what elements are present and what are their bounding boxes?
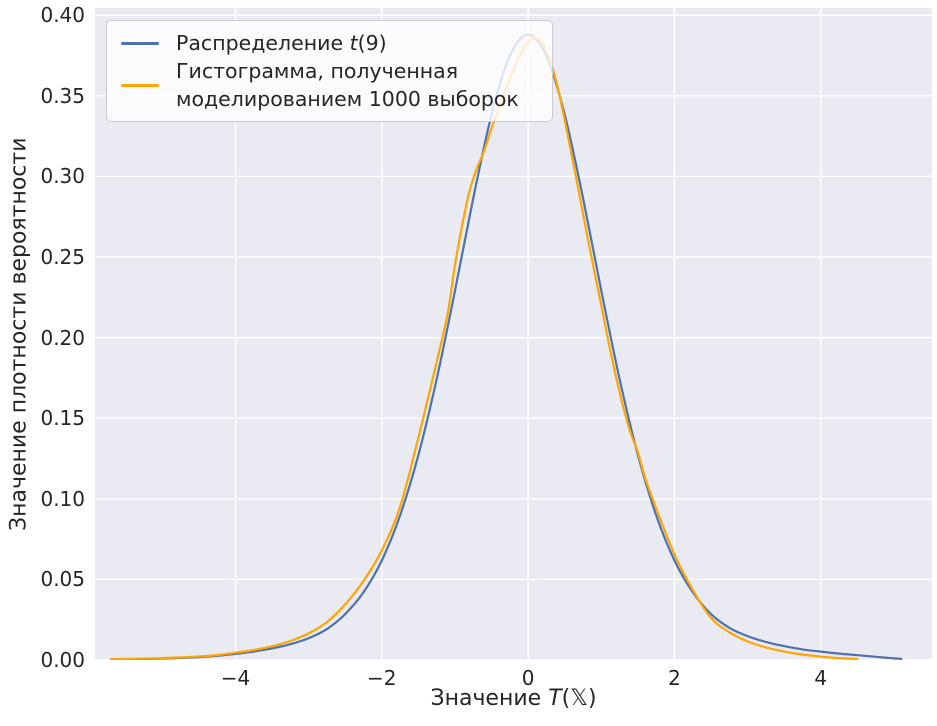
x-tick-label-−2: −2: [367, 666, 397, 690]
y-tick-label-0.30: 0.30: [40, 164, 85, 189]
x-tick-label-0: 0: [521, 666, 535, 690]
x-axis-label-suffix: (𝕏): [561, 686, 597, 711]
y-tick-label-0.15: 0.15: [40, 406, 85, 431]
legend-label-variable: t: [349, 31, 358, 55]
x-tick-label-2: 2: [668, 666, 681, 690]
y-tick-label-0.35: 0.35: [40, 83, 85, 108]
legend-label-t-distribution: Распределение t(9): [176, 29, 387, 57]
x-tick-label-4: 4: [814, 666, 828, 690]
y-tick-label-0.00: 0.00: [40, 648, 85, 672]
y-tick-label-0.25: 0.25: [40, 245, 85, 270]
x-axis-label: Значение T(𝕏): [95, 686, 932, 711]
legend-label-histogram: Гистограмма, полученная моделированием 10…: [176, 57, 519, 113]
legend-label-line2: моделированием 1000 выборок: [176, 87, 519, 111]
legend-line-swatch-blue: [121, 41, 159, 45]
x-axis-label-prefix: Значение: [430, 686, 549, 711]
legend: Распределение t(9) Гистограмма, полученн…: [106, 20, 553, 122]
legend-label-suffix: (9): [357, 31, 387, 55]
y-tick-label-0.10: 0.10: [40, 486, 85, 511]
legend-label-prefix: Распределение: [176, 31, 350, 55]
legend-line-swatch-orange: [121, 83, 159, 87]
x-axis-label-variable: T: [548, 686, 562, 711]
y-tick-label-0.40: 0.40: [40, 3, 85, 28]
y-tick-label-0.20: 0.20: [40, 325, 85, 350]
legend-entry-histogram: Гистограмма, полученная моделированием 10…: [121, 57, 538, 113]
y-tick-label-0.05: 0.05: [40, 567, 85, 592]
x-tick-label-−4: −4: [220, 666, 251, 690]
legend-label-line1: Гистограмма, полученная: [176, 59, 459, 83]
legend-entry-t-distribution: Распределение t(9): [121, 29, 538, 57]
